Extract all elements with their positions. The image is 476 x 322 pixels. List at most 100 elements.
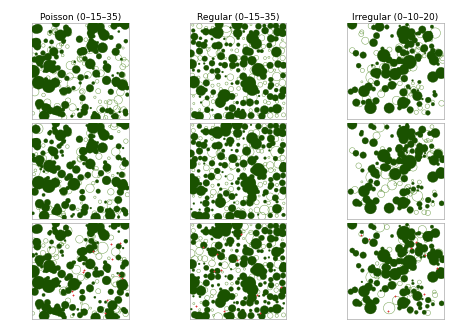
Point	[100, 33, 108, 38]
Point	[44, 254, 52, 260]
Point	[359, 100, 367, 105]
Point	[97, 224, 104, 230]
Point	[58, 271, 66, 277]
Point	[267, 307, 275, 312]
Point	[398, 51, 406, 56]
Point	[221, 62, 228, 68]
Point	[39, 256, 47, 261]
Point	[123, 285, 131, 290]
Point	[87, 205, 95, 211]
Point	[80, 109, 88, 115]
Point	[269, 241, 277, 246]
Point	[202, 65, 210, 71]
Point	[358, 268, 366, 273]
Point	[190, 34, 198, 39]
Point	[407, 307, 414, 312]
Point	[188, 162, 196, 167]
Point	[42, 167, 50, 173]
Point	[241, 44, 249, 49]
Point	[188, 261, 196, 267]
Point	[235, 207, 242, 212]
Point	[438, 301, 446, 306]
Point	[29, 311, 37, 316]
Point	[59, 212, 66, 217]
Point	[40, 69, 48, 74]
Point	[119, 272, 127, 278]
Point	[92, 149, 99, 154]
Point	[214, 268, 221, 273]
Point	[418, 127, 426, 132]
Point	[368, 175, 376, 180]
Point	[40, 156, 48, 161]
Point	[76, 156, 84, 161]
Point	[221, 200, 228, 205]
Point	[377, 288, 385, 293]
Point	[226, 214, 234, 219]
Point	[112, 179, 120, 184]
Point	[273, 99, 281, 104]
Point	[106, 313, 114, 318]
Point	[106, 213, 114, 218]
Point	[62, 125, 70, 130]
Point	[51, 180, 59, 185]
Point	[261, 256, 269, 261]
Point	[208, 74, 215, 79]
Point	[189, 223, 197, 228]
Point	[228, 267, 235, 272]
Point	[272, 236, 280, 242]
Point	[262, 90, 269, 95]
Point	[101, 160, 109, 165]
Point	[47, 285, 54, 290]
Point	[247, 113, 255, 118]
Point	[388, 68, 396, 73]
Point	[395, 47, 403, 52]
Point	[377, 192, 385, 197]
Point	[202, 114, 209, 119]
Point	[71, 59, 79, 64]
Point	[47, 129, 54, 134]
Point	[243, 86, 250, 91]
Point	[403, 60, 410, 65]
Point	[272, 223, 280, 229]
Point	[369, 64, 377, 69]
Point	[258, 213, 266, 219]
Point	[93, 279, 101, 284]
Point	[60, 189, 68, 194]
Point	[391, 71, 399, 77]
Point	[439, 157, 446, 162]
Point	[52, 121, 60, 126]
Point	[278, 180, 286, 185]
Point	[68, 114, 76, 119]
Point	[121, 121, 129, 126]
Point	[396, 81, 404, 86]
Point	[398, 151, 406, 156]
Point	[223, 281, 230, 286]
Point	[429, 148, 436, 153]
Point	[216, 34, 223, 39]
Point	[271, 295, 279, 300]
Point	[422, 238, 430, 243]
Point	[404, 99, 411, 104]
Point	[121, 122, 129, 128]
Point	[273, 149, 280, 155]
Point	[218, 169, 226, 175]
Point	[197, 181, 204, 186]
Point	[260, 223, 268, 228]
Point	[232, 292, 240, 297]
Point	[260, 92, 268, 98]
Point	[277, 284, 284, 289]
Point	[377, 88, 385, 93]
Point	[357, 32, 365, 37]
Point	[97, 124, 105, 129]
Point	[58, 71, 66, 77]
Point	[258, 235, 266, 241]
Point	[216, 194, 224, 199]
Point	[437, 270, 445, 276]
Point	[229, 163, 237, 168]
Point	[391, 69, 398, 74]
Point	[203, 95, 211, 100]
Point	[77, 280, 84, 286]
Point	[429, 248, 436, 253]
Point	[70, 182, 78, 187]
Point	[86, 249, 93, 254]
